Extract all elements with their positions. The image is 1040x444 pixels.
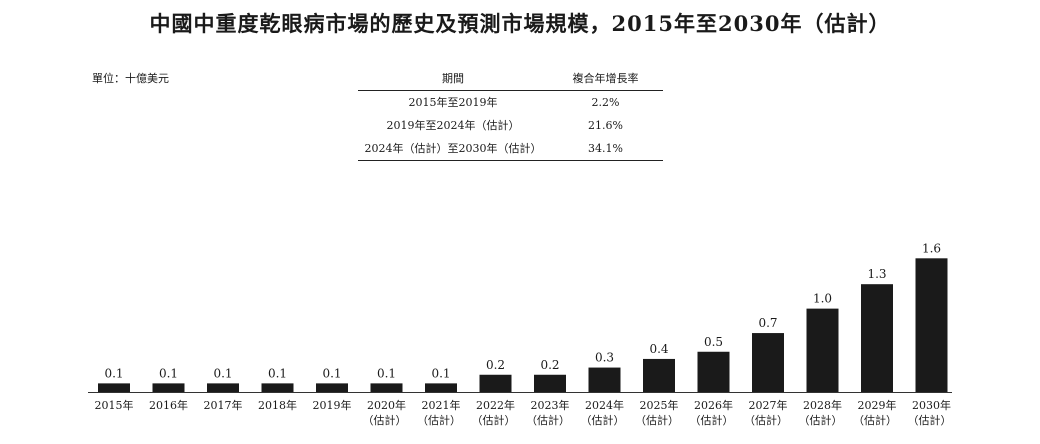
x-tick-label: 2023年 [531, 398, 570, 412]
x-tick-label: 2020年 [367, 398, 406, 412]
cagr-period: 2015年至2019年 [408, 96, 498, 109]
x-tick-label: 2026年 [694, 398, 733, 412]
x-tick-note: （估計） [363, 413, 407, 427]
cagr-rate: 34.1% [548, 137, 663, 161]
x-tick-label: 2019年 [313, 398, 352, 412]
bar-value-label: 0.2 [540, 358, 559, 372]
bar-value-label: 0.1 [377, 366, 396, 380]
bar [697, 351, 730, 392]
bar [643, 358, 675, 392]
bar-value-label: 1.3 [867, 267, 886, 281]
bar-value-label: 0.5 [704, 335, 723, 349]
cagr-period: 2024年（估計）至2030年（估計） [358, 137, 548, 161]
bar-value-label: 0.3 [595, 351, 614, 365]
bar [316, 383, 348, 392]
cagr-header-period: 期間 [358, 68, 548, 91]
bar [425, 383, 457, 392]
x-tick-note: （估計） [526, 413, 570, 427]
bar [207, 383, 239, 392]
bar [261, 383, 294, 392]
bar-value-label: 0.1 [213, 366, 232, 380]
x-tick-label: 2022年 [476, 398, 515, 412]
x-tick-label: 2018年 [258, 398, 297, 412]
cagr-table-row: 2024年（估計）至2030年（估計） 34.1% [358, 137, 663, 161]
cagr-rate: 2.2% [591, 95, 620, 109]
bar [370, 383, 403, 392]
bar-value-label: 1.0 [813, 292, 832, 306]
bar-value-label: 0.2 [486, 358, 505, 372]
x-tick-note: （估計） [853, 413, 897, 427]
bar [152, 383, 185, 392]
cagr-table: 期間 複合年增長率 2015年至2019年 2.2% 2019年至2024年（估… [358, 68, 663, 161]
bar-value-label: 0.1 [268, 366, 287, 380]
cagr-rate: 21.6% [588, 118, 623, 132]
unit-label: 單位：十億美元 [92, 72, 169, 85]
bar [98, 383, 130, 392]
bar [806, 308, 839, 392]
x-tick-label: 2021年 [422, 398, 461, 412]
x-tick-label: 2016年 [149, 398, 188, 412]
bar-value-label: 0.1 [159, 366, 178, 380]
x-tick-label: 2030年 [912, 398, 951, 412]
x-tick-note: （估計） [690, 413, 734, 427]
cagr-table-header-row: 期間 複合年增長率 [358, 68, 663, 91]
bar [861, 284, 893, 392]
x-tick-label: 2024年 [585, 398, 624, 412]
x-tick-note: （估計） [472, 413, 516, 427]
bar [752, 333, 784, 392]
x-tick-note: （估計） [635, 413, 679, 427]
cagr-header-rate: 複合年增長率 [548, 68, 663, 91]
bar-value-label: 1.6 [922, 241, 941, 255]
bar-value-label: 0.4 [649, 342, 668, 356]
x-tick-label: 2015年 [95, 398, 134, 412]
bar [915, 258, 948, 392]
bar-value-label: 0.1 [431, 366, 450, 380]
x-tick-note: （估計） [744, 413, 788, 427]
bar [479, 374, 512, 392]
chart-title: 中國中重度乾眼病市場的歷史及預測市場規模，2015年至2030年（估計） [149, 11, 891, 36]
x-tick-note: （估計） [417, 413, 461, 427]
bar-value-label: 0.7 [758, 316, 777, 330]
cagr-period: 2019年至2024年（估計） [386, 119, 520, 132]
x-tick-note: （估計） [581, 413, 625, 427]
x-tick-label: 2029年 [858, 398, 897, 412]
cagr-table-row: 2019年至2024年（估計） 21.6% [358, 114, 663, 137]
x-tick-note: （估計） [799, 413, 843, 427]
x-tick-label: 2017年 [204, 398, 243, 412]
x-tick-label: 2027年 [749, 398, 788, 412]
cagr-table-row: 2015年至2019年 2.2% [358, 91, 663, 115]
bar-value-label: 0.1 [104, 366, 123, 380]
bar [534, 374, 566, 392]
bar-value-label: 0.1 [322, 366, 341, 380]
x-tick-note: （估計） [908, 413, 952, 427]
x-tick-label: 2028年 [803, 398, 842, 412]
bar [588, 367, 621, 392]
x-tick-label: 2025年 [640, 398, 679, 412]
